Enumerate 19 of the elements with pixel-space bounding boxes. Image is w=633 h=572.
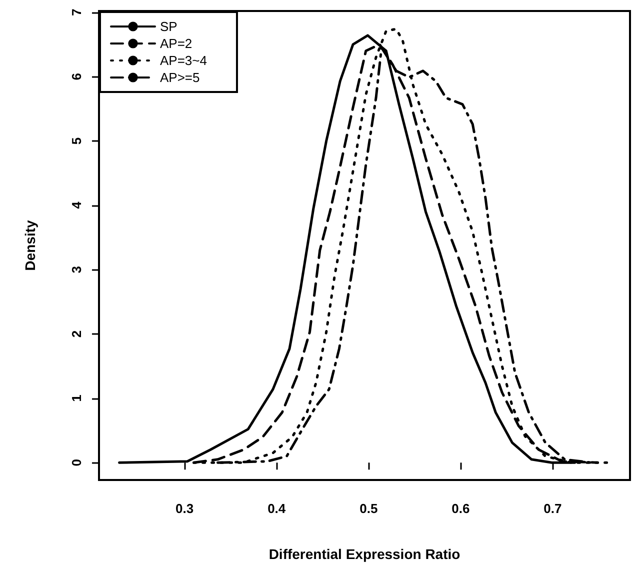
x-tick-label: 0.3	[176, 501, 194, 516]
y-tick-label: 7	[69, 8, 84, 16]
x-tick-label: 0.4	[268, 501, 286, 516]
y-tick-label: 2	[69, 330, 84, 338]
y-tick-label: 1	[69, 394, 84, 402]
x-tick-label: 0.5	[360, 501, 378, 516]
legend-label: SP	[160, 19, 178, 34]
y-tick-label: 3	[69, 266, 84, 274]
y-axis-title: Density	[22, 220, 38, 271]
y-tick-label: 5	[69, 137, 84, 145]
x-tick-label: 0.7	[544, 501, 562, 516]
legend-label: AP=3~4	[160, 53, 207, 68]
x-tick-label: 0.6	[452, 501, 470, 516]
legend-label: AP=2	[160, 36, 192, 51]
y-tick-label: 0	[69, 459, 84, 466]
legend-label: AP>=5	[160, 70, 200, 85]
x-axis-title: Differential Expression Ratio	[268, 546, 460, 562]
y-tick-label: 6	[69, 73, 84, 80]
y-tick-label: 4	[69, 200, 84, 209]
